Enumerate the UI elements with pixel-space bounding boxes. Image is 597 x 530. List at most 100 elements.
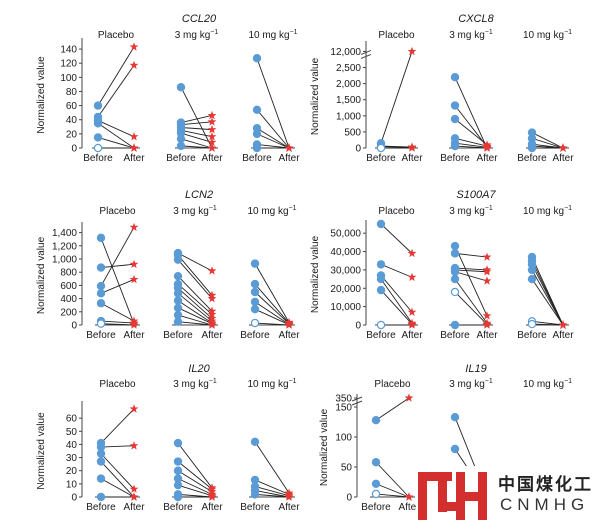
before-point <box>371 416 381 425</box>
after-point <box>207 137 217 147</box>
paired-line <box>177 259 213 299</box>
paired-line <box>100 461 135 498</box>
x-tick-label: Before <box>166 153 196 164</box>
before-point <box>96 492 106 502</box>
y-tick-label: 100 <box>335 433 352 444</box>
before-point <box>376 260 386 269</box>
paired-line <box>375 483 410 498</box>
paired-line <box>254 441 290 494</box>
after-point <box>284 143 294 152</box>
paired-line <box>454 278 488 324</box>
paired-line <box>531 278 564 326</box>
before-point <box>371 458 381 467</box>
before-point <box>173 317 183 326</box>
y-tick-label: 50,000 <box>330 229 361 240</box>
y-tick-label: 120 <box>60 59 77 70</box>
paired-line <box>97 136 135 149</box>
paired-line <box>380 146 413 148</box>
paired-line <box>375 461 410 498</box>
y-tick-label: 40 <box>66 115 78 126</box>
x-tick-label: Before <box>86 502 116 513</box>
y-tick-label: 60 <box>66 414 78 425</box>
after-point <box>207 143 217 152</box>
group-label-superscript: −1 <box>289 205 297 212</box>
after-point <box>207 320 217 329</box>
paired-line <box>177 307 213 325</box>
before-point <box>93 119 103 128</box>
x-tick-label: Before <box>440 153 470 164</box>
before-point <box>450 101 460 110</box>
x-tick-label: Before <box>361 502 391 513</box>
y-axis-label: Normalized value <box>310 57 321 135</box>
before-point <box>250 318 260 328</box>
group-label: 10 mg kg−1 <box>523 378 572 390</box>
before-point <box>96 474 106 483</box>
before-point <box>250 490 260 499</box>
y-tick-label: 40,000 <box>330 247 361 258</box>
after-point <box>482 143 492 152</box>
paired-line <box>454 118 488 146</box>
x-tick-label: After <box>278 330 300 341</box>
after-point <box>482 276 492 285</box>
before-point <box>250 437 260 446</box>
paired-line <box>177 300 213 324</box>
chart-title: CXCL8 <box>458 13 494 25</box>
paired-line <box>100 320 135 324</box>
group-label: 10 mg kg−1 <box>248 29 297 41</box>
y-tick-label: 500 <box>344 127 361 138</box>
y-tick-label: 2,500 <box>336 63 361 74</box>
before-point <box>176 83 186 92</box>
paired-line <box>100 302 135 322</box>
y-tick-label: 600 <box>60 281 77 292</box>
paired-line <box>177 254 213 296</box>
paired-line <box>531 264 564 326</box>
y-axis-label: Normalized value <box>310 235 321 313</box>
after-point <box>407 248 417 258</box>
y-tick-label: 350 <box>335 394 352 405</box>
before-point <box>96 299 106 308</box>
group-label: Placebo <box>98 30 135 41</box>
group-label-superscript: −1 <box>210 29 218 36</box>
before-point <box>450 141 460 151</box>
group-label: 10 mg kg−1 <box>247 205 296 217</box>
paired-line <box>177 275 213 312</box>
y-tick-label: 0 <box>355 321 361 332</box>
x-tick-label: After <box>278 153 300 164</box>
y-axis-label: Normalized value <box>36 236 47 314</box>
before-point <box>173 271 183 281</box>
before-point <box>450 267 460 276</box>
x-tick-label: Before <box>366 330 396 341</box>
paired-line <box>180 129 213 138</box>
y-tick-label: 50 <box>66 427 78 438</box>
paired-line <box>256 133 290 149</box>
paired-line <box>177 442 213 489</box>
before-point <box>252 129 262 139</box>
paired-line <box>254 493 290 498</box>
before-point <box>450 320 460 330</box>
after-point <box>129 404 139 413</box>
y-tick-label: 2,000 <box>336 79 361 90</box>
x-tick-label: After <box>552 330 574 341</box>
paired-line <box>380 223 413 254</box>
paired-line <box>531 137 564 149</box>
before-point <box>376 274 386 284</box>
paired-line <box>375 493 410 498</box>
group-label: 10 mg kg−1 <box>247 378 296 390</box>
before-point <box>93 101 103 110</box>
after-point <box>129 132 139 141</box>
y-tick-label: 1,200 <box>52 241 77 252</box>
y-tick-label: 200 <box>60 307 77 318</box>
paired-line <box>254 489 290 498</box>
paired-line <box>454 77 488 149</box>
chart-title: IL20 <box>188 363 210 375</box>
x-tick-label: Before <box>440 330 470 341</box>
paired-line <box>380 289 413 325</box>
y-tick-label: 40 <box>66 440 78 451</box>
after-point <box>207 266 217 275</box>
y-tick-label: 0 <box>355 144 361 155</box>
before-point <box>93 143 103 153</box>
before-point <box>450 241 460 251</box>
after-point <box>129 143 139 152</box>
x-tick-label: After <box>201 330 223 341</box>
before-point <box>371 479 381 488</box>
